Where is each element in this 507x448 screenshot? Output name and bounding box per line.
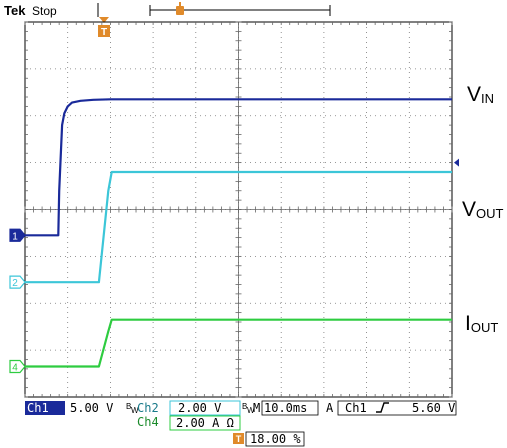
signal-label-main: V [467,83,481,106]
channel-marker-label: 4 [12,363,18,374]
bandwidth-limit-glyph: B [126,402,131,411]
waveform-ch4 [25,318,452,368]
svg-text:VIN: VIN [467,83,494,106]
trigger-marker-glyph: T [101,27,107,38]
channel-marker-2[interactable]: 2 [9,275,26,289]
channel-marker-shape [9,228,26,242]
ch4-scale: 2.00 A Ω [176,416,234,430]
ch1-label: Ch1 [27,401,49,415]
signal-label-vout: VOUT [462,198,504,221]
signal-label-sub: OUT [476,206,504,221]
trigger-position-value: 18.00 % [250,432,301,446]
signal-label-vin: VIN [467,83,494,106]
graticule [24,21,453,398]
signal-label-sub: IN [481,91,494,106]
channel-markers: 1 2 4 [9,228,26,374]
signal-label-main: V [462,198,476,221]
record-window-indicator [97,2,331,17]
ch4-label: Ch4 [137,415,159,429]
svg-text:IOUT: IOUT [465,312,498,335]
trigger-position-glyph: T [236,434,242,444]
trigger-level: 5.60 V [412,401,455,415]
rising-edge-icon [376,402,389,413]
readout-panel: Ch1 5.00 V B W Ch2 2.00 V B W M 10.0ms A… [25,400,457,447]
svg-text:VOUT: VOUT [462,198,504,221]
waveform-ch2 [25,170,452,284]
timebase-value: 10.0ms [264,401,307,415]
ch1-scale: 5.00 V [70,401,113,415]
trigger-position-marker: T [98,17,110,38]
channel-marker-shape [9,275,26,289]
trigger-mode: A [326,401,334,415]
ch2-label: Ch2 [137,401,159,415]
brand-label: Tek [4,3,26,18]
acquisition-status: Stop [32,4,57,18]
trigger-level-arrow-icon [454,158,459,167]
channel-marker-4[interactable]: 4 [9,359,26,374]
trigger-source: Ch1 [345,401,367,415]
channel-marker-1[interactable]: 1 [9,228,26,242]
bandwidth-limit-glyph-2: B [242,402,247,411]
channel-marker-label: 1 [12,231,18,242]
channel-marker-shape [9,359,26,374]
ch2-scale: 2.00 V [178,401,221,415]
signal-label-main: I [465,312,471,335]
bandwidth-limit-glyph-sub: W [131,406,139,415]
waveforms [25,98,452,368]
channel-marker-label: 2 [12,278,18,289]
signal-label-iout: IOUT [465,312,498,335]
signal-label-sub: OUT [471,320,499,335]
bandwidth-limit-glyph-2-sub: W [247,406,255,415]
waveform-ch1 [25,98,452,237]
timebase-label: M [253,401,260,415]
